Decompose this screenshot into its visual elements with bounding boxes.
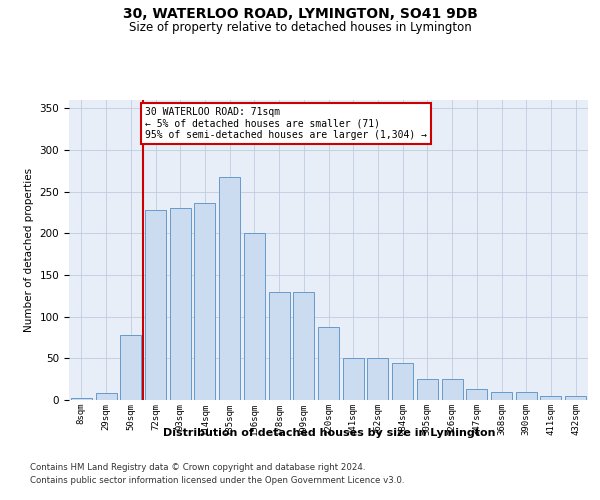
Bar	[417, 379, 438, 400]
Bar	[392, 362, 413, 400]
Bar	[541, 396, 562, 400]
Text: 30, WATERLOO ROAD, LYMINGTON, SO41 9DB: 30, WATERLOO ROAD, LYMINGTON, SO41 9DB	[122, 8, 478, 22]
Bar	[219, 176, 240, 400]
Bar	[194, 202, 215, 400]
Text: Contains HM Land Registry data © Crown copyright and database right 2024.: Contains HM Land Registry data © Crown c…	[30, 464, 365, 472]
Bar	[565, 396, 586, 400]
Bar	[466, 389, 487, 400]
Bar	[516, 392, 537, 400]
Bar	[95, 394, 116, 400]
Bar	[343, 358, 364, 400]
Text: Contains public sector information licensed under the Open Government Licence v3: Contains public sector information licen…	[30, 476, 404, 485]
Bar	[244, 234, 265, 400]
Text: Distribution of detached houses by size in Lymington: Distribution of detached houses by size …	[163, 428, 495, 438]
Bar	[120, 335, 141, 400]
Text: Size of property relative to detached houses in Lymington: Size of property relative to detached ho…	[128, 22, 472, 35]
Y-axis label: Number of detached properties: Number of detached properties	[24, 168, 34, 332]
Bar	[442, 379, 463, 400]
Bar	[367, 358, 388, 400]
Bar	[293, 292, 314, 400]
Bar	[145, 210, 166, 400]
Bar	[318, 326, 339, 400]
Bar	[269, 292, 290, 400]
Bar	[170, 208, 191, 400]
Bar	[491, 392, 512, 400]
Bar	[71, 398, 92, 400]
Text: 30 WATERLOO ROAD: 71sqm
← 5% of detached houses are smaller (71)
95% of semi-det: 30 WATERLOO ROAD: 71sqm ← 5% of detached…	[145, 106, 427, 140]
